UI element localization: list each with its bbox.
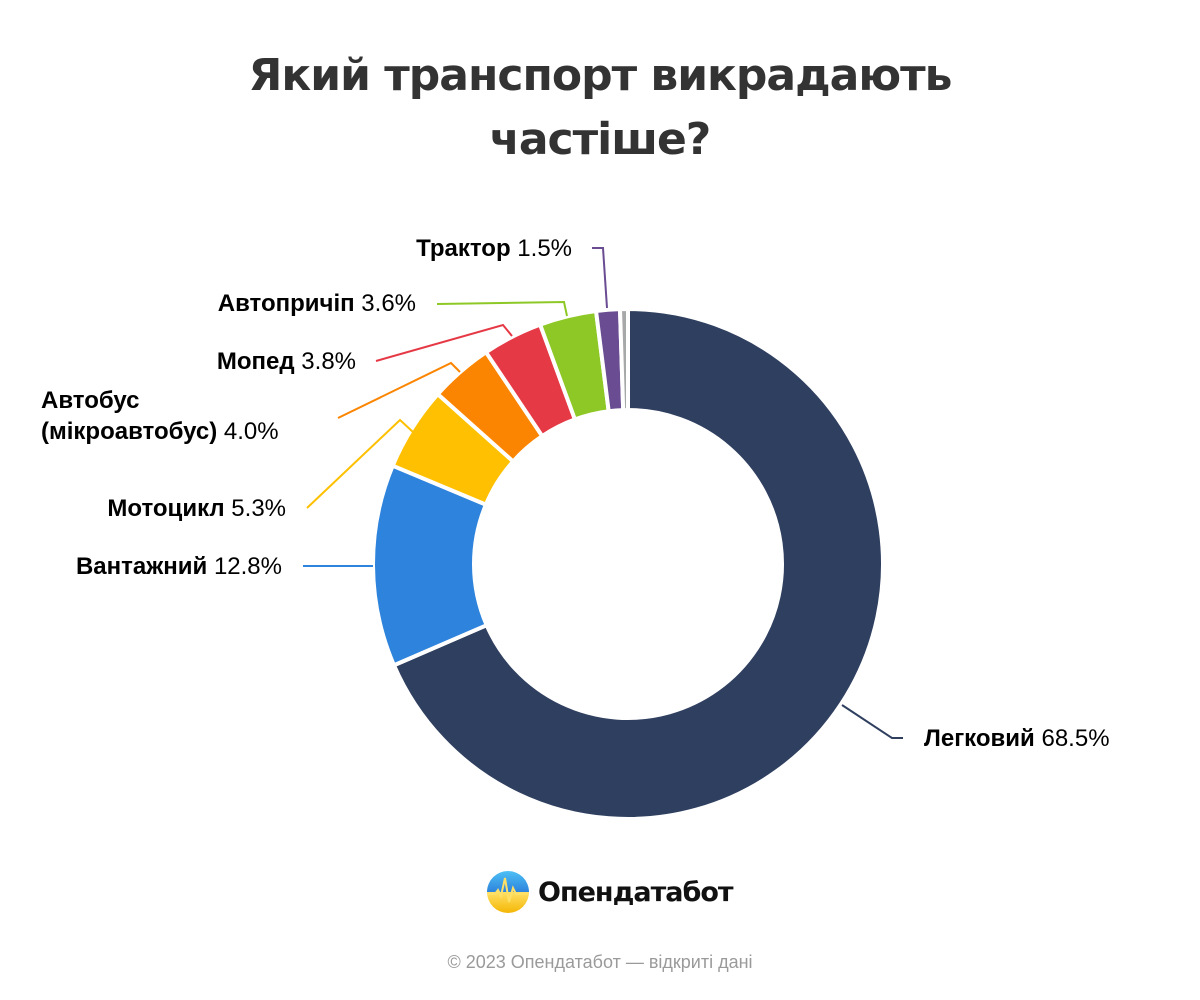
label-moped: Мопед 3.8%: [217, 346, 356, 377]
opendatabot-logo: Опендатабот: [486, 870, 734, 914]
chart-title-line1: Який транспорт викрадають: [248, 50, 953, 101]
leader-line-motocykl: [306, 418, 414, 509]
label-name-line1: Автобус: [41, 387, 140, 414]
leader-lines: [303, 247, 903, 739]
label-value: 1.5%: [517, 235, 572, 262]
label-avtopryczip: Автопричіп 3.6%: [218, 288, 416, 319]
leader-line-avtobus: [337, 361, 461, 419]
label-motocykl: Мотоцикл 5.3%: [107, 493, 286, 524]
label-legkovyi: Легковий 68.5%: [924, 723, 1110, 754]
leader-line-traktor: [592, 247, 608, 309]
label-name: Мопед: [216, 348, 295, 375]
chart-title: Який транспорт викрадають частіше?: [0, 44, 1200, 172]
chart-title-line2: частіше?: [489, 114, 712, 165]
leader-line-avtopryczip: [436, 300, 568, 317]
label-name-line2: (мікроавтобус): [41, 418, 218, 445]
donut-slice: [617, 307, 630, 413]
label-avtobus: Автобус (мікроавтобус) 4.0%: [41, 385, 279, 447]
label-traktor: Трактор 1.5%: [416, 233, 572, 264]
label-name: Автопричіп: [217, 290, 355, 317]
label-value: 12.8%: [213, 553, 282, 580]
label-name: Мотоцикл: [107, 495, 225, 522]
label-vantazhnyi: Вантажний 12.8%: [76, 551, 282, 582]
leader-line-legkovyi: [841, 704, 903, 739]
label-value: 5.3%: [231, 495, 286, 522]
opendatabot-logo-icon: [487, 871, 529, 913]
label-value: 68.5%: [1041, 725, 1110, 752]
label-name: Легковий: [924, 725, 1035, 752]
leader-line-moped: [375, 323, 513, 362]
label-value: 4.0%: [223, 418, 279, 445]
label-name: Вантажний: [75, 553, 208, 580]
logo-text: Опендатабот: [538, 876, 734, 908]
donut-slices: [371, 307, 885, 821]
label-name: Трактор: [416, 235, 511, 262]
label-value: 3.8%: [301, 348, 356, 375]
label-value: 3.6%: [361, 290, 416, 317]
donut-slice: [391, 307, 885, 821]
footer-copyright: © 2023 Опендатабот — відкриті дані: [447, 952, 753, 972]
